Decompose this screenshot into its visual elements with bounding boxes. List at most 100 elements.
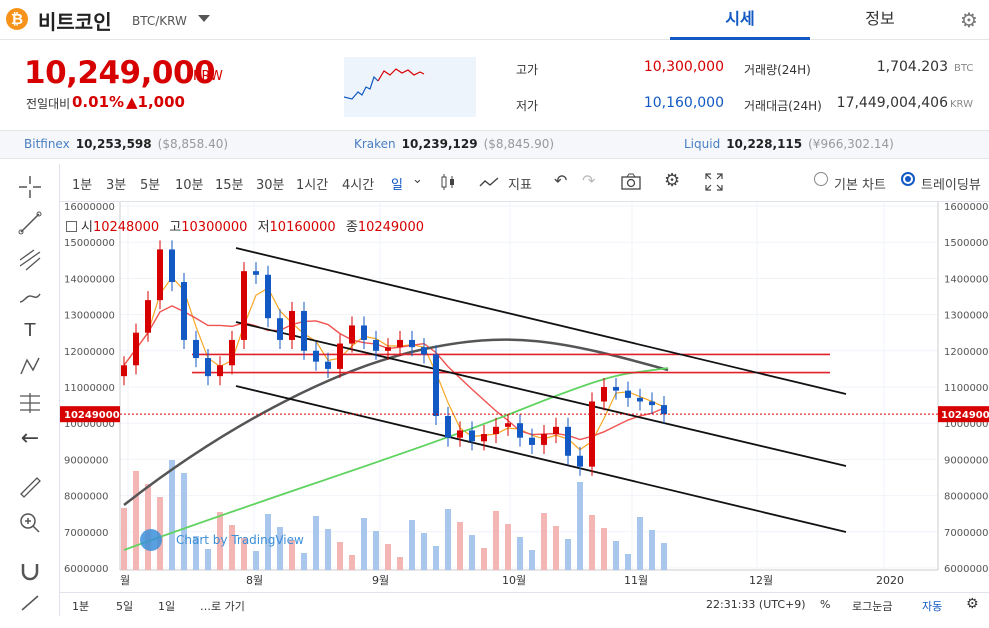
exchange-name: Kraken	[354, 137, 396, 151]
candle-type-icon[interactable]	[438, 172, 458, 196]
x-tick: 12월	[749, 574, 773, 587]
volume-bar	[205, 549, 211, 570]
candle-body	[337, 343, 343, 369]
basic-chart-radio[interactable]	[814, 172, 828, 186]
drawing-toolbar: T ←	[0, 164, 60, 616]
range-5d[interactable]: 5일	[116, 600, 134, 613]
candle-body	[121, 365, 127, 377]
volume-bar	[157, 497, 163, 570]
y-tick-right: 7000000	[944, 528, 989, 539]
volume-bar	[169, 460, 175, 570]
coin-name[interactable]: 비트코인	[38, 10, 112, 34]
back-arrow-icon[interactable]: ←	[20, 426, 40, 451]
exchange-name: Bitfinex	[24, 137, 70, 151]
volume-bar	[181, 473, 187, 570]
top-header: ₿ 비트코인 BTC/KRW 시세 정보 ⚙	[0, 0, 989, 40]
brush-icon[interactable]	[15, 280, 45, 310]
coin-pair[interactable]: BTC/KRW	[132, 14, 187, 28]
trend-line-icon[interactable]	[15, 208, 45, 238]
volume-bar	[433, 546, 439, 570]
bottom-bar: 1분 5일 1일 …로 가기 22:31:33 (UTC+9) % 로그눈금 자…	[60, 592, 989, 616]
exchange-bitfinex: Bitfinex 10,253,598 ($8,858.40)	[24, 137, 228, 151]
interval-3m[interactable]: 3분	[106, 178, 127, 193]
camera-icon[interactable]	[620, 172, 642, 196]
interval-1d[interactable]: 일	[391, 178, 403, 193]
indicator-icon[interactable]	[478, 172, 500, 196]
volume-bar	[649, 530, 655, 570]
prediction-icon[interactable]	[15, 388, 45, 418]
legend-close: 10249000	[357, 220, 424, 235]
chart-background	[60, 202, 989, 592]
range-1d[interactable]: 1일	[158, 600, 176, 613]
x-tick: 10월	[502, 574, 526, 587]
gear-icon[interactable]: ⚙	[960, 8, 978, 32]
indicator-button[interactable]: 지표	[508, 178, 532, 193]
tradingview-label[interactable]: 트레이딩뷰	[921, 178, 981, 193]
zoom-in-icon[interactable]	[15, 508, 45, 538]
y-tick-right: 15000000	[944, 238, 989, 249]
goto-date[interactable]: …로 가기	[200, 600, 245, 613]
crosshair-icon[interactable]	[15, 172, 45, 202]
undo-icon[interactable]: ↶	[554, 171, 568, 190]
interval-1h[interactable]: 1시간	[296, 178, 329, 193]
x-tick: 2020	[876, 574, 904, 587]
pattern-icon[interactable]	[15, 352, 45, 382]
volume-bar	[337, 542, 343, 570]
percent-toggle[interactable]: %	[820, 598, 831, 611]
text-icon[interactable]: T	[24, 320, 36, 341]
volume-bar	[361, 518, 367, 570]
volume-bar	[265, 514, 271, 570]
tab-market[interactable]: 시세	[670, 0, 810, 40]
candle-body	[637, 397, 643, 402]
chevron-down-icon[interactable]	[198, 15, 210, 22]
ruler-icon[interactable]	[15, 472, 45, 502]
volume-bar	[493, 511, 499, 570]
interval-1m[interactable]: 1분	[72, 178, 93, 193]
candle-body	[301, 310, 307, 351]
candle-body	[409, 339, 415, 348]
candle-body	[649, 401, 655, 406]
interval-30m[interactable]: 30분	[256, 178, 285, 193]
candle-body	[541, 434, 547, 445]
interval-10m[interactable]: 10분	[175, 178, 204, 193]
price-panel: 10,249,000 KRW 전일대비 0.01% ▲1,000 고가 10,3…	[0, 41, 989, 131]
legend-open: 10248000	[92, 220, 160, 235]
tab-info[interactable]: 정보	[865, 9, 895, 28]
tradingview-radio[interactable]	[901, 172, 915, 186]
chevron-down-icon[interactable]: ⌄	[412, 172, 423, 187]
range-1m[interactable]: 1분	[72, 600, 90, 613]
volume-bar	[409, 520, 415, 570]
interval-5m[interactable]: 5분	[140, 178, 161, 193]
candle-body	[565, 426, 571, 456]
volume-bar	[625, 554, 631, 570]
exchange-bar: Bitfinex 10,253,598 ($8,858.40) Kraken 10,2…	[0, 131, 989, 159]
volume-bar	[469, 535, 475, 570]
fullscreen-icon[interactable]	[704, 172, 724, 196]
price-tag-left-text: 10249000	[64, 410, 120, 421]
interval-15m[interactable]: 15분	[215, 178, 244, 193]
volume-bar	[193, 536, 199, 570]
log-toggle[interactable]: 로그눈금	[852, 600, 893, 613]
volume-bar	[553, 526, 559, 570]
fib-icon[interactable]	[15, 244, 45, 274]
auto-toggle[interactable]: 자동	[922, 600, 943, 613]
gear-icon[interactable]: ⚙	[664, 170, 681, 191]
redo-icon[interactable]: ↷	[582, 171, 596, 190]
candle-body	[481, 434, 487, 442]
gear-icon[interactable]: ⚙	[966, 596, 979, 612]
price-chart[interactable]: 16000000 16000000 15000000 15000000 14000000…	[60, 202, 989, 592]
magnet-icon[interactable]	[15, 556, 45, 586]
legend-toggle-icon[interactable]	[66, 221, 77, 232]
goto-label: 로 가기	[211, 600, 245, 613]
change-percent: 0.01%	[72, 93, 125, 111]
volume-bar	[481, 548, 487, 570]
y-tick-left: 9000000	[64, 455, 109, 466]
legend-low-label: 저	[257, 220, 270, 235]
interval-4h[interactable]: 4시간	[342, 178, 375, 193]
y-tick-right: 8000000	[944, 492, 989, 503]
basic-chart-label[interactable]: 기본 차트	[834, 178, 886, 193]
volume-bar	[229, 525, 235, 570]
lock-icon[interactable]	[15, 588, 45, 618]
candle-body	[205, 358, 211, 377]
y-tick-right: 9000000	[944, 455, 989, 466]
